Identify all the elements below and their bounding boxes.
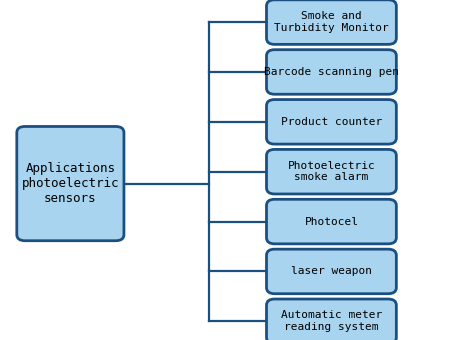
Text: Photocel: Photocel <box>305 217 358 226</box>
Text: Applications
photoelectric
sensors: Applications photoelectric sensors <box>22 162 119 205</box>
FancyBboxPatch shape <box>266 100 396 144</box>
Text: Product counter: Product counter <box>281 117 382 127</box>
Text: laser weapon: laser weapon <box>291 267 372 276</box>
Text: Photoelectric
smoke alarm: Photoelectric smoke alarm <box>287 161 375 183</box>
FancyBboxPatch shape <box>266 150 396 194</box>
FancyBboxPatch shape <box>266 249 396 294</box>
FancyBboxPatch shape <box>266 50 396 94</box>
Text: Automatic meter
reading system: Automatic meter reading system <box>281 310 382 332</box>
FancyBboxPatch shape <box>266 299 396 340</box>
Text: Barcode scanning pen: Barcode scanning pen <box>264 67 399 77</box>
FancyBboxPatch shape <box>17 126 124 241</box>
FancyBboxPatch shape <box>266 199 396 244</box>
FancyBboxPatch shape <box>266 0 396 45</box>
Text: Smoke and
Turbidity Monitor: Smoke and Turbidity Monitor <box>274 11 389 33</box>
